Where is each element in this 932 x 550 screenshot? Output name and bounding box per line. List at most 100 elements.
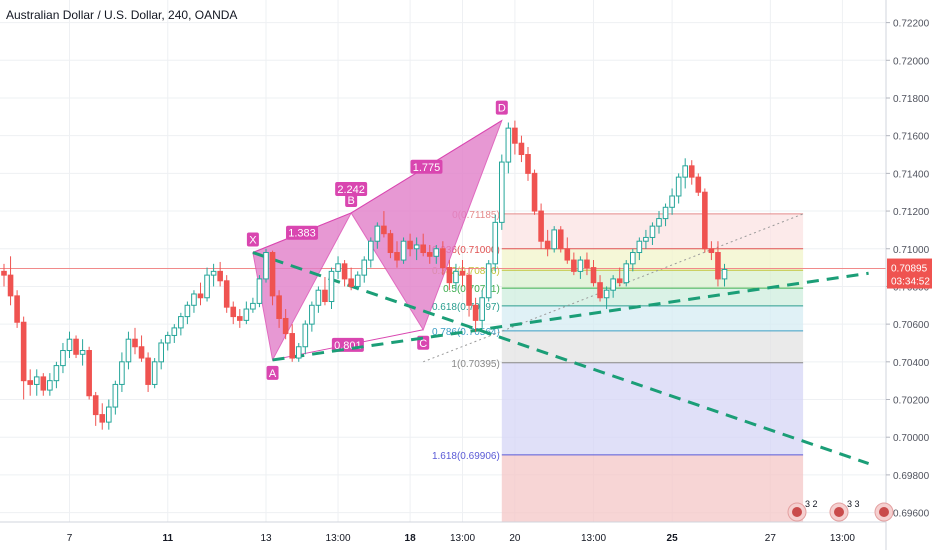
- candle: [368, 237, 374, 268]
- candle: [485, 260, 492, 302]
- candle-body: [269, 252, 276, 297]
- candle-body: [662, 206, 669, 220]
- candle-body: [328, 270, 335, 303]
- candle-body: [243, 308, 250, 321]
- event-flag-center: [834, 507, 844, 517]
- candle: [119, 352, 125, 392]
- candle-body: [544, 240, 551, 250]
- candle-body: [322, 289, 328, 303]
- candle-body: [151, 361, 158, 385]
- time-tick-label: 13:00: [326, 533, 351, 544]
- candle: [204, 267, 210, 302]
- candle: [695, 173, 702, 196]
- candle: [616, 267, 623, 287]
- fib-level-label: 0.382(0.70886): [432, 266, 500, 277]
- candle-body: [119, 361, 125, 385]
- candle-body: [374, 225, 381, 242]
- candle-body: [66, 338, 73, 352]
- pattern-point-a: A: [266, 365, 279, 380]
- candle-body: [282, 317, 289, 335]
- candle-body: [230, 306, 237, 318]
- candle-body: [426, 252, 433, 257]
- candle: [348, 267, 354, 291]
- candle: [557, 226, 564, 253]
- candle: [243, 301, 250, 325]
- candle-body: [171, 327, 178, 336]
- fib-level-label: 0.618(0.70697): [432, 302, 500, 313]
- time-tick-label: 25: [667, 533, 679, 544]
- candle: [40, 373, 47, 396]
- price-tick-label: 0.70000: [893, 433, 930, 444]
- time-tick-label: 20: [509, 533, 521, 544]
- candle: [191, 290, 197, 313]
- candle-body: [643, 236, 649, 242]
- price-tick-label: 0.71000: [893, 245, 930, 256]
- candle: [643, 229, 649, 249]
- candle: [518, 135, 525, 163]
- candle-body: [276, 295, 282, 319]
- price-tick-label: 0.70600: [893, 320, 930, 331]
- candle-body: [53, 365, 60, 382]
- fib-zone: [501, 330, 804, 363]
- candle: [289, 324, 295, 362]
- ratio-badge-text: 2.242: [337, 184, 365, 196]
- candle: [531, 169, 538, 215]
- price-tick-label: 0.70200: [893, 396, 930, 407]
- price-tick-label: 0.71200: [893, 207, 930, 218]
- candle: [492, 214, 499, 272]
- candle-body: [184, 304, 191, 318]
- candle: [276, 290, 282, 328]
- candle-body: [571, 259, 577, 272]
- candle-body: [695, 176, 702, 193]
- candle: [217, 261, 223, 287]
- candle: [715, 241, 721, 287]
- candle: [466, 267, 472, 317]
- candle: [512, 120, 518, 155]
- time-axis: 7 11 13 13:00 18 13:00 20 13:00 25 27 13:00: [0, 521, 886, 544]
- candle-body: [361, 259, 368, 276]
- candle-body: [191, 293, 197, 306]
- candle-body: [20, 321, 27, 382]
- fib-level-label: 0(0.71185): [452, 210, 500, 221]
- fib-zone: [501, 362, 804, 455]
- price-tick-label: 0.69600: [893, 509, 930, 520]
- candle-body: [210, 270, 217, 276]
- candle-body: [505, 127, 512, 163]
- fib-zone: [501, 454, 804, 522]
- candle: [250, 297, 256, 313]
- economic-event-icon: [874, 502, 894, 522]
- candle-body: [433, 248, 440, 257]
- price-axis: 0.72200 0.72000 0.71800 0.71600 0.71400 0.712…: [885, 0, 932, 550]
- candle-body: [309, 304, 315, 325]
- candle: [138, 335, 145, 362]
- candle: [151, 358, 158, 389]
- candle: [302, 320, 309, 355]
- candle-body: [413, 244, 420, 250]
- fib-zone: [501, 305, 804, 331]
- candle: [584, 252, 590, 276]
- candle: [538, 203, 544, 249]
- candle-body: [459, 270, 466, 276]
- candle: [675, 173, 682, 204]
- candle: [145, 352, 151, 392]
- candle-body: [256, 278, 263, 304]
- time-tick-label: 13:00: [581, 533, 606, 544]
- pattern-ratio-badge: 2.242: [335, 181, 368, 196]
- candle: [571, 252, 577, 276]
- candle: [453, 263, 459, 291]
- candle-body: [302, 323, 309, 348]
- candle: [420, 233, 426, 257]
- candle: [381, 211, 387, 238]
- candle: [66, 331, 73, 359]
- candle: [479, 290, 485, 328]
- candle: [132, 327, 138, 355]
- candle: [20, 316, 27, 400]
- price-tick-label: 0.69800: [893, 471, 930, 482]
- time-tick-label: 13: [260, 533, 272, 544]
- candle-body: [217, 270, 223, 282]
- pattern-triangle-bcd: [350, 119, 503, 331]
- event-flag-center: [792, 507, 802, 517]
- candle: [623, 260, 630, 287]
